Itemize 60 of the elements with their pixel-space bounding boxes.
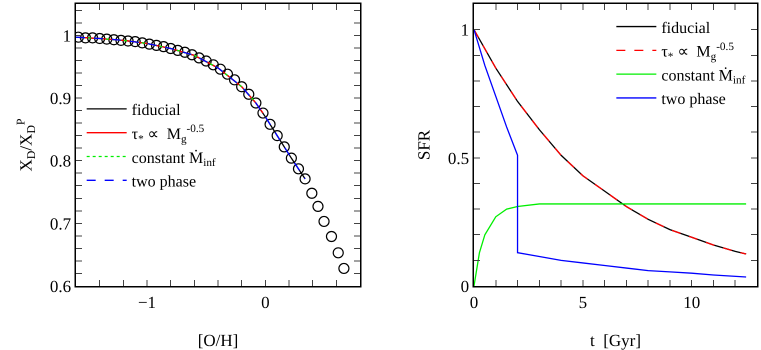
point — [193, 52, 205, 64]
y-tick-label: 0.9 — [50, 88, 72, 108]
y-tick-label: 0 — [460, 276, 470, 296]
point — [292, 163, 304, 174]
y-tick-label: 1 — [460, 20, 470, 40]
legend-label: fiducial — [132, 102, 182, 120]
point — [86, 32, 98, 44]
point — [250, 97, 262, 109]
point — [94, 32, 106, 44]
point — [264, 118, 276, 130]
legend-label: two phase — [661, 91, 726, 108]
point — [236, 81, 248, 92]
point — [158, 41, 170, 52]
x-tick-label: 10 — [683, 292, 700, 312]
point — [186, 49, 198, 60]
point — [144, 38, 155, 50]
point — [80, 32, 92, 44]
x-axis-title: t [Gyr] — [590, 331, 641, 350]
point — [200, 55, 212, 67]
legend-label: two phase — [132, 174, 196, 191]
point — [257, 107, 269, 119]
y-tick-label: 0.6 — [50, 276, 72, 296]
point — [286, 152, 297, 164]
point — [278, 141, 290, 152]
point — [243, 88, 254, 100]
point — [179, 46, 190, 58]
x-tick-label: −1 — [138, 292, 156, 312]
y-tick-label: 0.8 — [50, 152, 72, 171]
point — [306, 188, 318, 199]
point — [208, 59, 219, 70]
point — [130, 36, 141, 48]
point — [272, 130, 283, 142]
y-tick-label: 1 — [62, 26, 72, 46]
point — [312, 200, 324, 212]
point — [108, 34, 120, 46]
point — [228, 74, 240, 86]
line-series — [474, 203, 747, 286]
point — [332, 247, 344, 258]
y-axis-title: SFR — [414, 129, 434, 160]
x-tick-label: 5 — [578, 292, 588, 312]
point — [172, 44, 184, 56]
y-tick-label: 0.5 — [448, 148, 470, 168]
point — [318, 216, 330, 228]
point — [101, 33, 112, 45]
point — [165, 42, 176, 54]
point — [222, 68, 234, 80]
point — [338, 262, 350, 274]
point — [115, 34, 127, 46]
point — [326, 230, 338, 242]
y-tick-label: 0.7 — [50, 214, 72, 234]
x-tick-label: 0 — [261, 292, 270, 312]
legend-label: constant Ṁ$_{inf}$ — [132, 148, 216, 170]
point — [150, 40, 162, 51]
point — [214, 64, 226, 75]
point — [122, 35, 134, 47]
point — [136, 37, 148, 48]
x-axis-title: [O/H] — [198, 331, 238, 350]
point — [299, 173, 311, 184]
legend-label: fiducial — [661, 20, 711, 37]
legend-label: constant Ṁ$_{inf}$ — [661, 66, 746, 87]
